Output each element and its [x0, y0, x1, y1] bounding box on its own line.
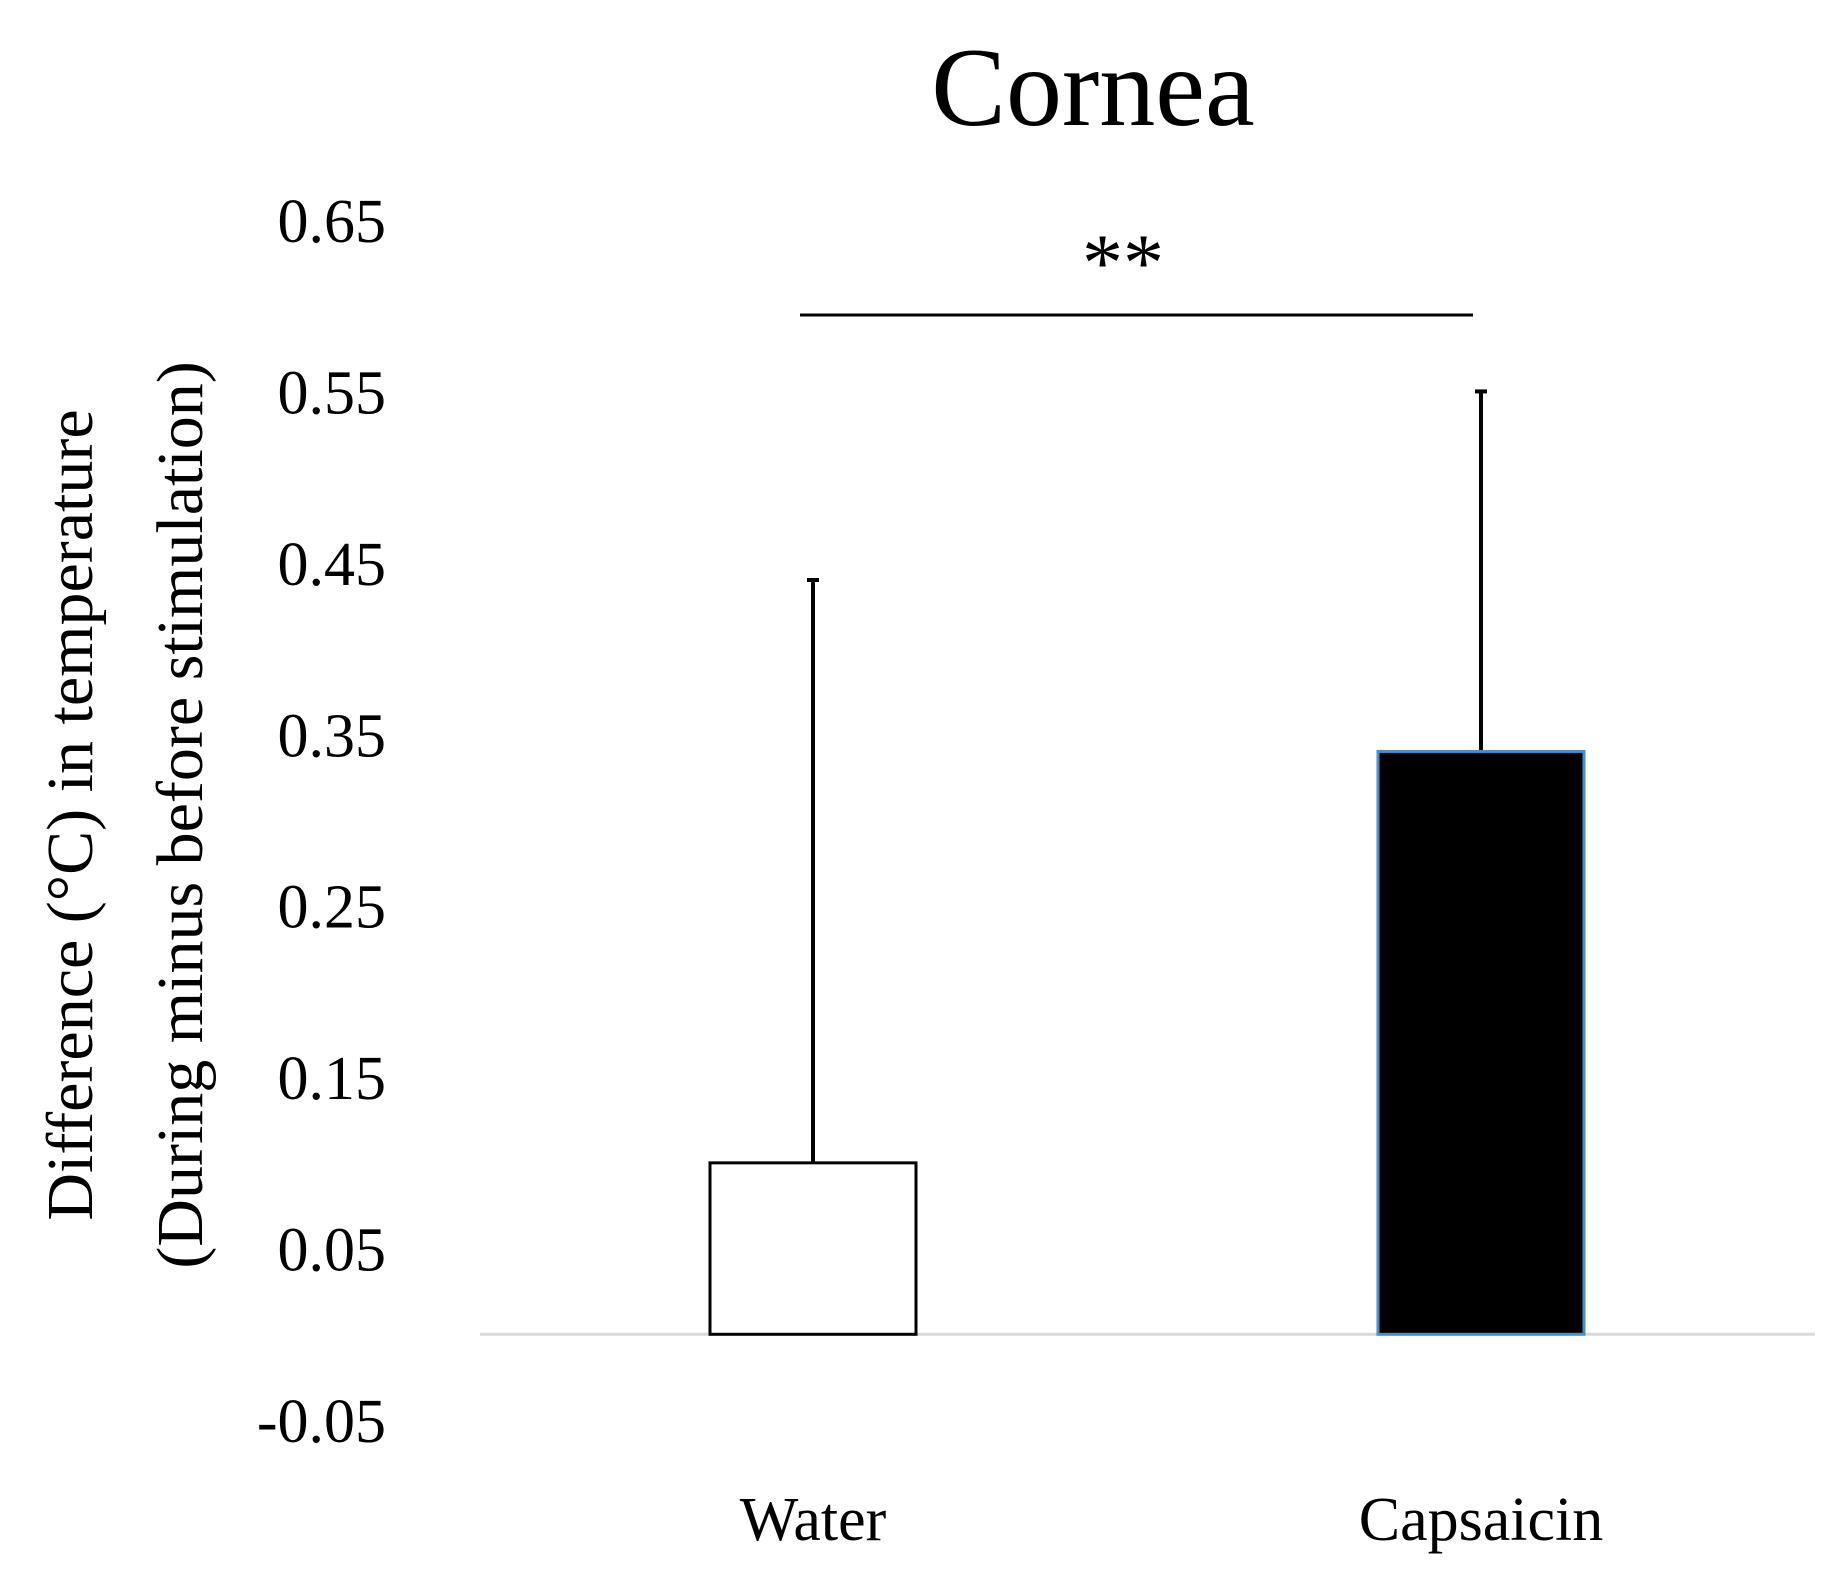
y-tick-labels: 0.65 0.55 0.45 0.35 0.25 0.15 0.05 -0.05 — [257, 188, 386, 1456]
y-axis-label-line2: (During minus before stimulation) — [144, 361, 217, 1268]
significance-annotation: ** — [800, 217, 1473, 317]
y-tick-label: 0.55 — [278, 359, 387, 427]
y-tick-label: 0.05 — [278, 1217, 387, 1285]
y-axis-label-line1: Difference (°C) in temperature — [34, 409, 107, 1220]
x-tick-label-water: Water — [740, 1486, 887, 1554]
bar-capsaicin — [1376, 749, 1586, 1336]
x-tick-label-capsaicin: Capsaicin — [1359, 1486, 1604, 1554]
bar-water — [708, 1161, 918, 1336]
y-tick-label: 0.25 — [278, 874, 387, 942]
x-tick-labels: Water Capsaicin — [740, 1486, 1603, 1554]
y-tick-label: -0.05 — [257, 1388, 386, 1456]
chart-title: Cornea — [931, 26, 1254, 150]
y-tick-label: 0.45 — [278, 531, 387, 599]
y-tick-label: 0.15 — [278, 1045, 387, 1113]
bars — [708, 749, 1586, 1336]
y-tick-label: 0.65 — [278, 188, 387, 256]
significance-label: ** — [1082, 217, 1164, 308]
y-tick-label: 0.35 — [278, 702, 387, 770]
y-axis-label: Difference (°C) in temperature (During m… — [34, 361, 217, 1268]
error-bars — [807, 389, 1487, 1163]
